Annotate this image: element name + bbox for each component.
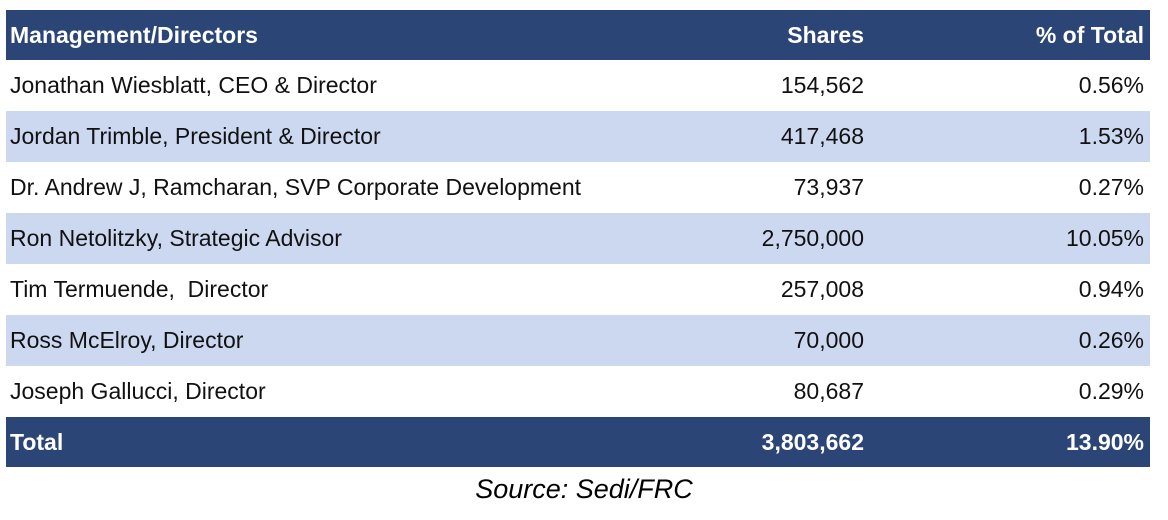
row-shares: 80,687 xyxy=(793,378,864,404)
column-header-shares: Shares xyxy=(787,21,864,48)
row-name: Jordan Trimble, President & Director xyxy=(10,123,381,149)
total-label: Total xyxy=(10,428,64,455)
row-shares: 154,562 xyxy=(780,72,864,98)
row-pct: 1.53% xyxy=(1078,123,1144,149)
table-row: Joseph Gallucci, Director 80,687 0.29% xyxy=(6,366,1150,417)
table-row: Jordan Trimble, President & Director 417… xyxy=(6,111,1150,162)
total-pct: 13.90% xyxy=(1065,428,1144,455)
row-name: Dr. Andrew J, Ramcharan, SVP Corporate D… xyxy=(10,174,582,200)
source-caption: Source: Sedi/FRC xyxy=(475,474,693,504)
row-name: Ron Netolitzky, Strategic Advisor xyxy=(10,225,342,251)
row-name: Jonathan Wiesblatt, CEO & Director xyxy=(10,72,377,98)
row-shares: 73,937 xyxy=(793,174,864,200)
table-row: Dr. Andrew J, Ramcharan, SVP Corporate D… xyxy=(6,162,1150,213)
row-shares: 417,468 xyxy=(780,123,864,149)
row-pct: 0.94% xyxy=(1078,276,1144,302)
table-row: Jonathan Wiesblatt, CEO & Director 154,5… xyxy=(6,60,1150,111)
ownership-table-container: Management/Directors Shares % of Total J… xyxy=(6,10,1150,467)
row-name: Ross McElroy, Director xyxy=(10,327,244,353)
table-total-row: Total 3,803,662 13.90% xyxy=(6,417,1150,467)
row-name: Tim Termuende, Director xyxy=(10,276,269,302)
total-shares: 3,803,662 xyxy=(761,428,864,455)
row-pct: 0.26% xyxy=(1078,327,1144,353)
row-shares: 70,000 xyxy=(793,327,864,353)
row-pct: 0.29% xyxy=(1078,378,1144,404)
row-name: Joseph Gallucci, Director xyxy=(10,378,266,404)
management-ownership-table: Management/Directors Shares % of Total J… xyxy=(6,10,1150,467)
column-header-name: Management/Directors xyxy=(10,21,258,48)
row-pct: 0.27% xyxy=(1078,174,1144,200)
column-header-pct: % of Total xyxy=(1035,21,1144,48)
table-row: Ron Netolitzky, Strategic Advisor 2,750,… xyxy=(6,213,1150,264)
table-header-row: Management/Directors Shares % of Total xyxy=(6,10,1150,60)
row-shares: 2,750,000 xyxy=(761,225,864,251)
table-row: Ross McElroy, Director 70,000 0.26% xyxy=(6,315,1150,366)
row-pct: 0.56% xyxy=(1078,72,1144,98)
table-row: Tim Termuende, Director 257,008 0.94% xyxy=(6,264,1150,315)
row-shares: 257,008 xyxy=(780,276,864,302)
row-pct: 10.05% xyxy=(1065,225,1144,251)
